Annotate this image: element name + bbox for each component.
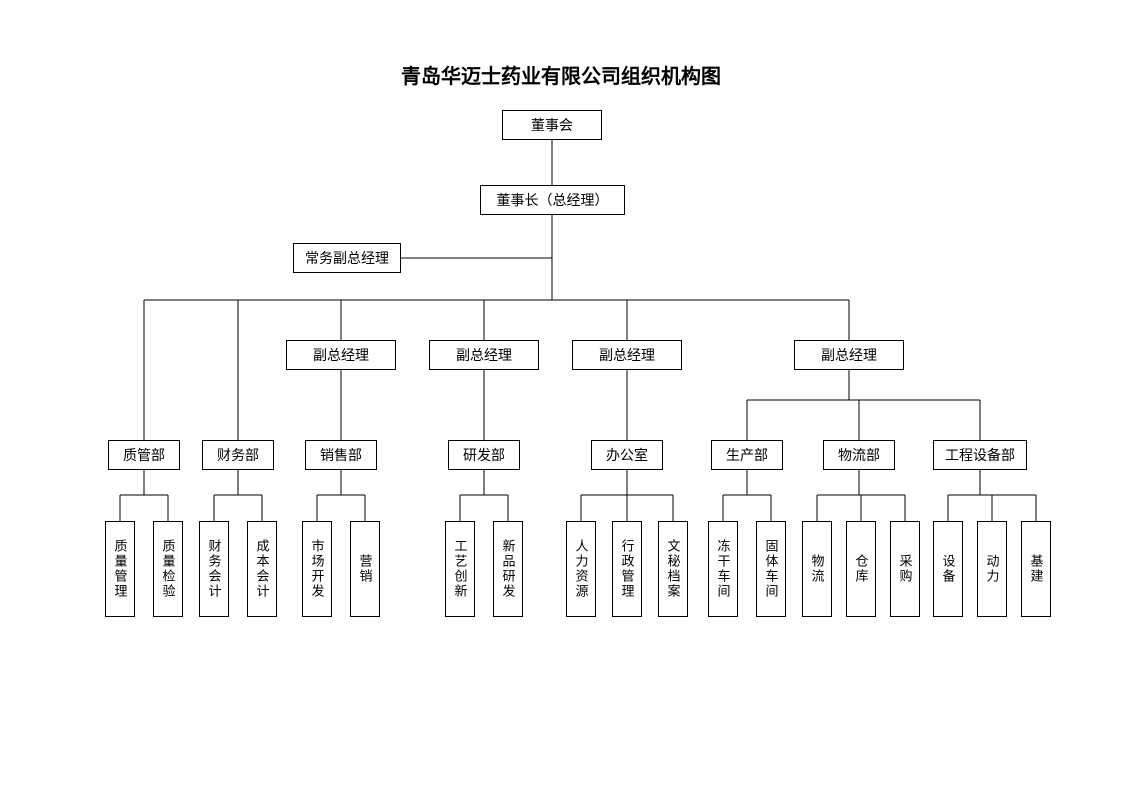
- node-board: 董事会: [502, 110, 602, 140]
- leaf-hr: 人力资源: [566, 521, 596, 617]
- leaf-power: 动力: [977, 521, 1007, 617]
- dept-office: 办公室: [591, 440, 663, 470]
- leaf-archive: 文秘档案: [658, 521, 688, 617]
- dept-logistics: 物流部: [823, 440, 895, 470]
- node-executive-vp: 常务副总经理: [293, 243, 401, 273]
- leaf-freeze: 冻干车间: [708, 521, 738, 617]
- node-vp-3: 副总经理: [572, 340, 682, 370]
- leaf-ca: 成本会计: [247, 521, 277, 617]
- node-vp-4: 副总经理: [794, 340, 904, 370]
- dept-sales: 销售部: [305, 440, 377, 470]
- leaf-equipment: 设备: [933, 521, 963, 617]
- node-vp-2: 副总经理: [429, 340, 539, 370]
- leaf-mkt: 市场开发: [302, 521, 332, 617]
- org-chart: 青岛华迈士药业有限公司组织机构图: [0, 0, 1122, 793]
- node-chairman: 董事长（总经理）: [480, 185, 625, 215]
- leaf-newprod: 新品研发: [493, 521, 523, 617]
- dept-finance: 财务部: [202, 440, 274, 470]
- leaf-sales: 营销: [350, 521, 380, 617]
- leaf-qi: 质量检验: [153, 521, 183, 617]
- dept-qa: 质管部: [108, 440, 180, 470]
- dept-production: 生产部: [711, 440, 783, 470]
- leaf-logistics: 物流: [802, 521, 832, 617]
- leaf-admin: 行政管理: [612, 521, 642, 617]
- leaf-construction: 基建: [1021, 521, 1051, 617]
- leaf-warehouse: 仓库: [846, 521, 876, 617]
- leaf-fa: 财务会计: [199, 521, 229, 617]
- dept-engineering: 工程设备部: [933, 440, 1027, 470]
- leaf-qm: 质量管理: [105, 521, 135, 617]
- node-vp-1: 副总经理: [286, 340, 396, 370]
- dept-rd: 研发部: [448, 440, 520, 470]
- leaf-solid: 固体车间: [756, 521, 786, 617]
- leaf-purchase: 采购: [890, 521, 920, 617]
- leaf-process: 工艺创新: [445, 521, 475, 617]
